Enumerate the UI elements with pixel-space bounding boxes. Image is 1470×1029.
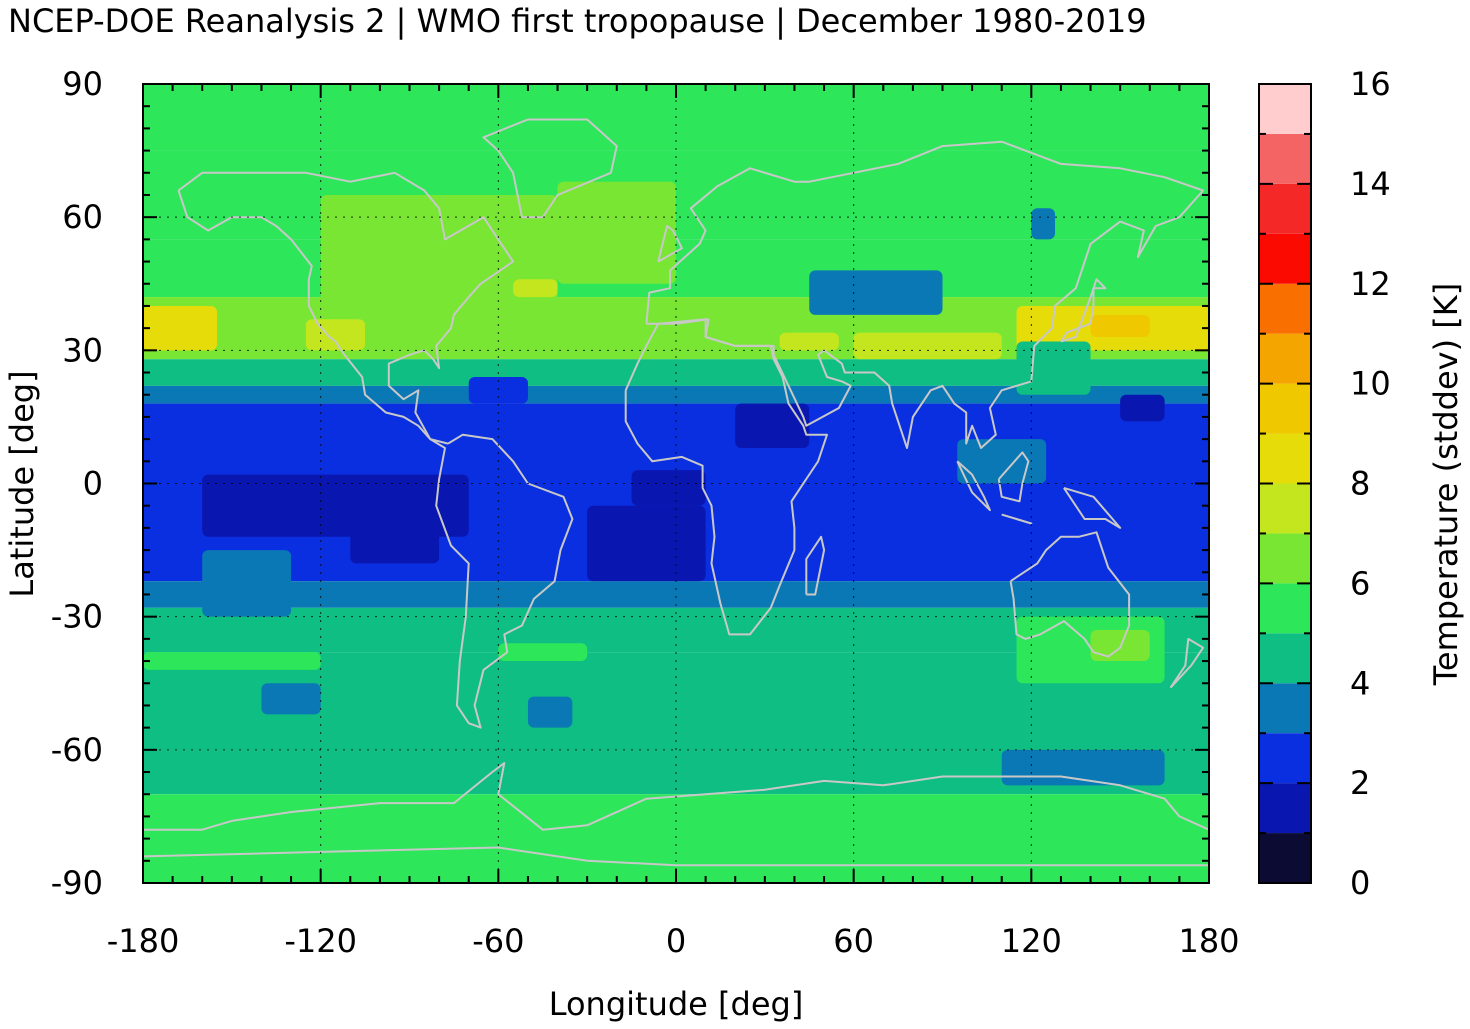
colorbar-segment	[1259, 233, 1311, 284]
coastline	[482, 118, 618, 219]
y-tick-label: 30	[62, 331, 103, 369]
coastline	[956, 460, 991, 512]
colorbar-segment	[1259, 833, 1311, 883]
heatmap-region	[557, 181, 676, 284]
colorbar-segment	[1259, 683, 1311, 734]
heatmap-region	[261, 683, 321, 715]
heatmap-region	[1016, 341, 1091, 395]
colorbar-tick-label: 6	[1350, 564, 1370, 602]
coastline	[624, 318, 828, 636]
coastline	[177, 190, 449, 445]
y-tick-label: -90	[51, 864, 103, 902]
colorbar-segment	[1259, 133, 1311, 184]
axis-ticks	[142, 83, 1210, 884]
colorbar-segment	[1259, 433, 1311, 484]
colorbar-segment	[1259, 283, 1311, 334]
heatmap-region	[202, 550, 292, 617]
heatmap-region	[143, 829, 765, 883]
colorbar-title: Temperature (stddev) [K]	[1427, 283, 1465, 686]
coastline	[1060, 278, 1107, 343]
heatmap-band	[143, 581, 1209, 608]
x-tick-labels: -180 -120 -60 0 60 120 180	[107, 922, 1240, 960]
y-axis-title: Latitude [deg]	[3, 370, 41, 597]
colorbar-tick-label: 12	[1350, 265, 1391, 303]
heatmap-region	[1090, 314, 1150, 338]
coastline	[645, 140, 1205, 449]
colorbar-tick-label: 16	[1350, 65, 1391, 103]
x-tick-label: -60	[472, 922, 524, 960]
map-title: NCEP-DOE Reanalysis 2 | WMO first tropop…	[8, 2, 1147, 40]
coastline	[1063, 486, 1122, 529]
y-tick-label: -30	[51, 598, 103, 636]
heatmap-region	[513, 279, 558, 298]
coastline	[1001, 513, 1033, 525]
y-tick-label: 60	[62, 198, 103, 236]
heatmap-region	[735, 403, 810, 448]
y-tick-label: 90	[62, 65, 103, 103]
coastline	[1169, 637, 1205, 689]
heatmap-region	[1120, 394, 1165, 422]
heatmap-region	[631, 470, 706, 506]
heatmap-region	[143, 305, 218, 351]
coastline	[1009, 531, 1131, 658]
x-tick-label: 60	[833, 922, 874, 960]
y-tick-labels: 90 60 30 0 -30 -60 -90	[51, 65, 103, 902]
colorbar-segment	[1259, 583, 1311, 634]
colorbar-tick-label: 14	[1350, 165, 1391, 203]
heatmap-region	[498, 643, 588, 662]
y-tick-label: 0	[83, 465, 103, 503]
coastlines	[143, 118, 1209, 867]
y-tick-label: -60	[51, 731, 103, 769]
colorbar-tick-label: 8	[1350, 465, 1370, 503]
colorbar-tick-label: 10	[1350, 365, 1391, 403]
colorbar-segment	[1259, 783, 1311, 834]
heatmap-region	[809, 270, 943, 315]
heatmap-region	[202, 474, 469, 537]
heatmap-region	[305, 319, 366, 351]
colorbar-segment	[1259, 733, 1311, 784]
colorbar-segment	[1259, 533, 1311, 584]
heatmap-region	[350, 527, 440, 564]
x-tick-label: 180	[1178, 922, 1239, 960]
coastline	[657, 225, 683, 263]
heatmap-region	[853, 332, 1002, 360]
heatmap-region	[587, 505, 706, 582]
x-axis-title: Longitude [deg]	[549, 985, 804, 1023]
heatmap-band	[143, 385, 1209, 404]
colorbar-segment	[1259, 383, 1311, 434]
heatmap-region	[779, 332, 839, 351]
x-tick-label: 0	[666, 922, 686, 960]
gridlines	[143, 84, 1209, 883]
coastline	[143, 762, 1209, 831]
x-tick-label: -120	[284, 922, 357, 960]
coastline	[143, 846, 1209, 867]
heatmap-region	[957, 439, 1047, 484]
coastline	[177, 171, 574, 729]
colorbar	[1258, 83, 1312, 884]
colorbar-tick-label: 0	[1350, 864, 1370, 902]
x-tick-label: -180	[107, 922, 180, 960]
colorbar-segment	[1259, 633, 1311, 684]
heatmap-region	[527, 696, 573, 728]
colorbar-segment	[1259, 333, 1311, 384]
colorbar-segment	[1259, 183, 1311, 234]
heatmap-region	[468, 376, 528, 404]
colorbar-segment	[1259, 84, 1311, 134]
coastline	[997, 451, 1030, 503]
heatmap-region	[1031, 208, 1056, 240]
colorbar-tick-label: 4	[1350, 664, 1370, 702]
coastline	[805, 535, 826, 596]
heatmap-region	[320, 194, 558, 306]
colorbar-segment	[1259, 483, 1311, 534]
heatmap-field	[143, 84, 1209, 883]
colorbar-tick-label: 2	[1350, 764, 1370, 802]
colorbar-tick-labels: 16 14 12 10 8 6 4 2 0	[1350, 65, 1391, 902]
heatmap-region	[143, 652, 321, 670]
x-tick-label: 120	[1001, 922, 1062, 960]
